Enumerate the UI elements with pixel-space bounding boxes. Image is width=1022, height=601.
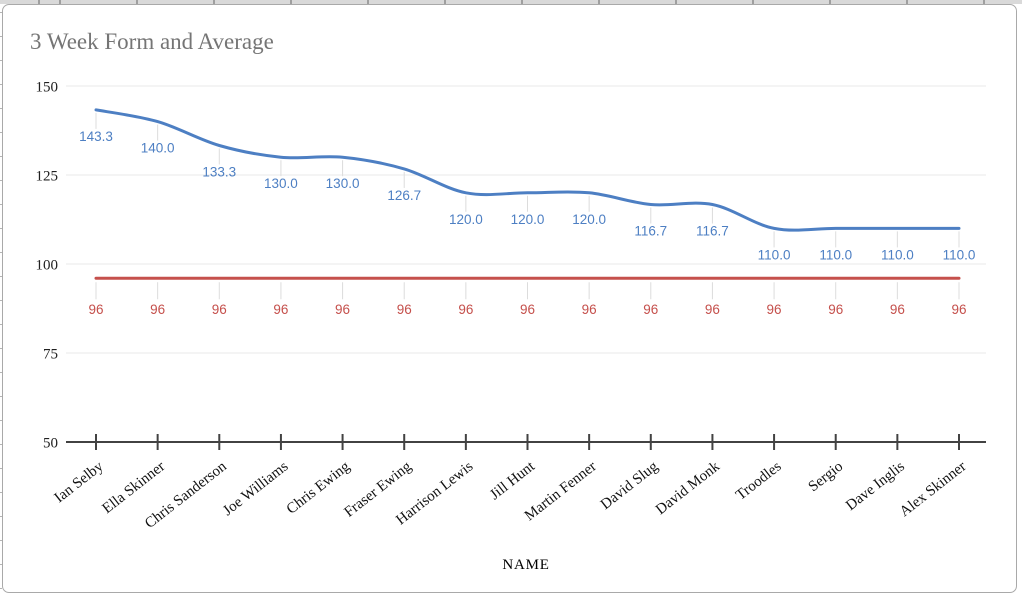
data-label: 96 bbox=[890, 302, 905, 317]
x-axis-label: Joe Williams bbox=[220, 458, 291, 519]
data-label: 96 bbox=[335, 302, 350, 317]
data-label: 143.3 bbox=[79, 129, 113, 144]
x-axis-label: Alex Skinner bbox=[897, 459, 970, 521]
y-axis-label: 125 bbox=[36, 169, 59, 185]
data-label: 110.0 bbox=[758, 247, 791, 262]
data-label: 96 bbox=[705, 302, 720, 317]
series-average-leader-lines bbox=[95, 282, 960, 300]
data-label: 116.7 bbox=[634, 224, 667, 239]
x-axis-label: Sergio bbox=[806, 459, 847, 496]
series-form-data-labels: 143.3 140.0 133.3 130.0 130.0 126.7 120.0 120.0… bbox=[79, 129, 975, 263]
series-form-leader-lines bbox=[95, 112, 960, 248]
y-axis-labels: 50 75 100 125 150 bbox=[36, 80, 59, 452]
series-form-line bbox=[94, 108, 961, 232]
x-axis-label: David Slug bbox=[598, 458, 662, 513]
gridlines bbox=[66, 85, 986, 354]
data-label: 96 bbox=[582, 302, 597, 317]
x-axis-label: David Monk bbox=[653, 458, 723, 518]
data-label: 96 bbox=[828, 302, 843, 317]
y-axis-label: 150 bbox=[36, 80, 59, 96]
data-label: 130.0 bbox=[326, 176, 360, 191]
chart-title: 3 Week Form and Average bbox=[30, 29, 274, 54]
data-label: 96 bbox=[643, 302, 658, 317]
x-axis-label: Troodles bbox=[733, 458, 785, 503]
data-label: 120.0 bbox=[572, 212, 606, 227]
data-label: 110.0 bbox=[819, 247, 852, 262]
top-ruler bbox=[0, 0, 1022, 4]
x-axis-label: Jill Hunt bbox=[487, 458, 539, 503]
data-label: 116.7 bbox=[696, 224, 729, 239]
data-label: 126.7 bbox=[387, 188, 421, 203]
data-label: 96 bbox=[397, 302, 412, 317]
series-average-data-labels: 96 96 96 96 96 96 96 96 96 96 96 96 96 96 96 bbox=[88, 302, 966, 317]
data-label: 96 bbox=[520, 302, 535, 317]
left-ruler bbox=[0, 4, 2, 601]
y-axis-label: 50 bbox=[43, 436, 58, 452]
y-axis-label: 75 bbox=[43, 347, 58, 363]
data-label: 96 bbox=[212, 302, 227, 317]
data-label: 120.0 bbox=[449, 212, 483, 227]
data-label: 133.3 bbox=[202, 164, 236, 179]
data-label: 96 bbox=[951, 302, 966, 317]
data-label: 120.0 bbox=[511, 212, 545, 227]
data-label: 110.0 bbox=[943, 247, 976, 262]
data-label: 130.0 bbox=[264, 176, 298, 191]
chart-card: 50 75 100 125 150 Ian Selby Ella Skinner Chris … bbox=[2, 4, 1017, 593]
data-label: 110.0 bbox=[881, 247, 914, 262]
data-label: 96 bbox=[767, 302, 782, 317]
data-label: 96 bbox=[88, 302, 103, 317]
x-axis-title: NAME bbox=[502, 557, 550, 573]
data-label: 96 bbox=[273, 302, 288, 317]
data-label: 96 bbox=[458, 302, 473, 317]
x-axis bbox=[66, 434, 986, 450]
y-axis-label: 100 bbox=[36, 258, 59, 274]
data-label: 96 bbox=[150, 302, 165, 317]
data-label: 140.0 bbox=[141, 141, 175, 156]
x-axis-label: Ian Selby bbox=[52, 458, 107, 506]
